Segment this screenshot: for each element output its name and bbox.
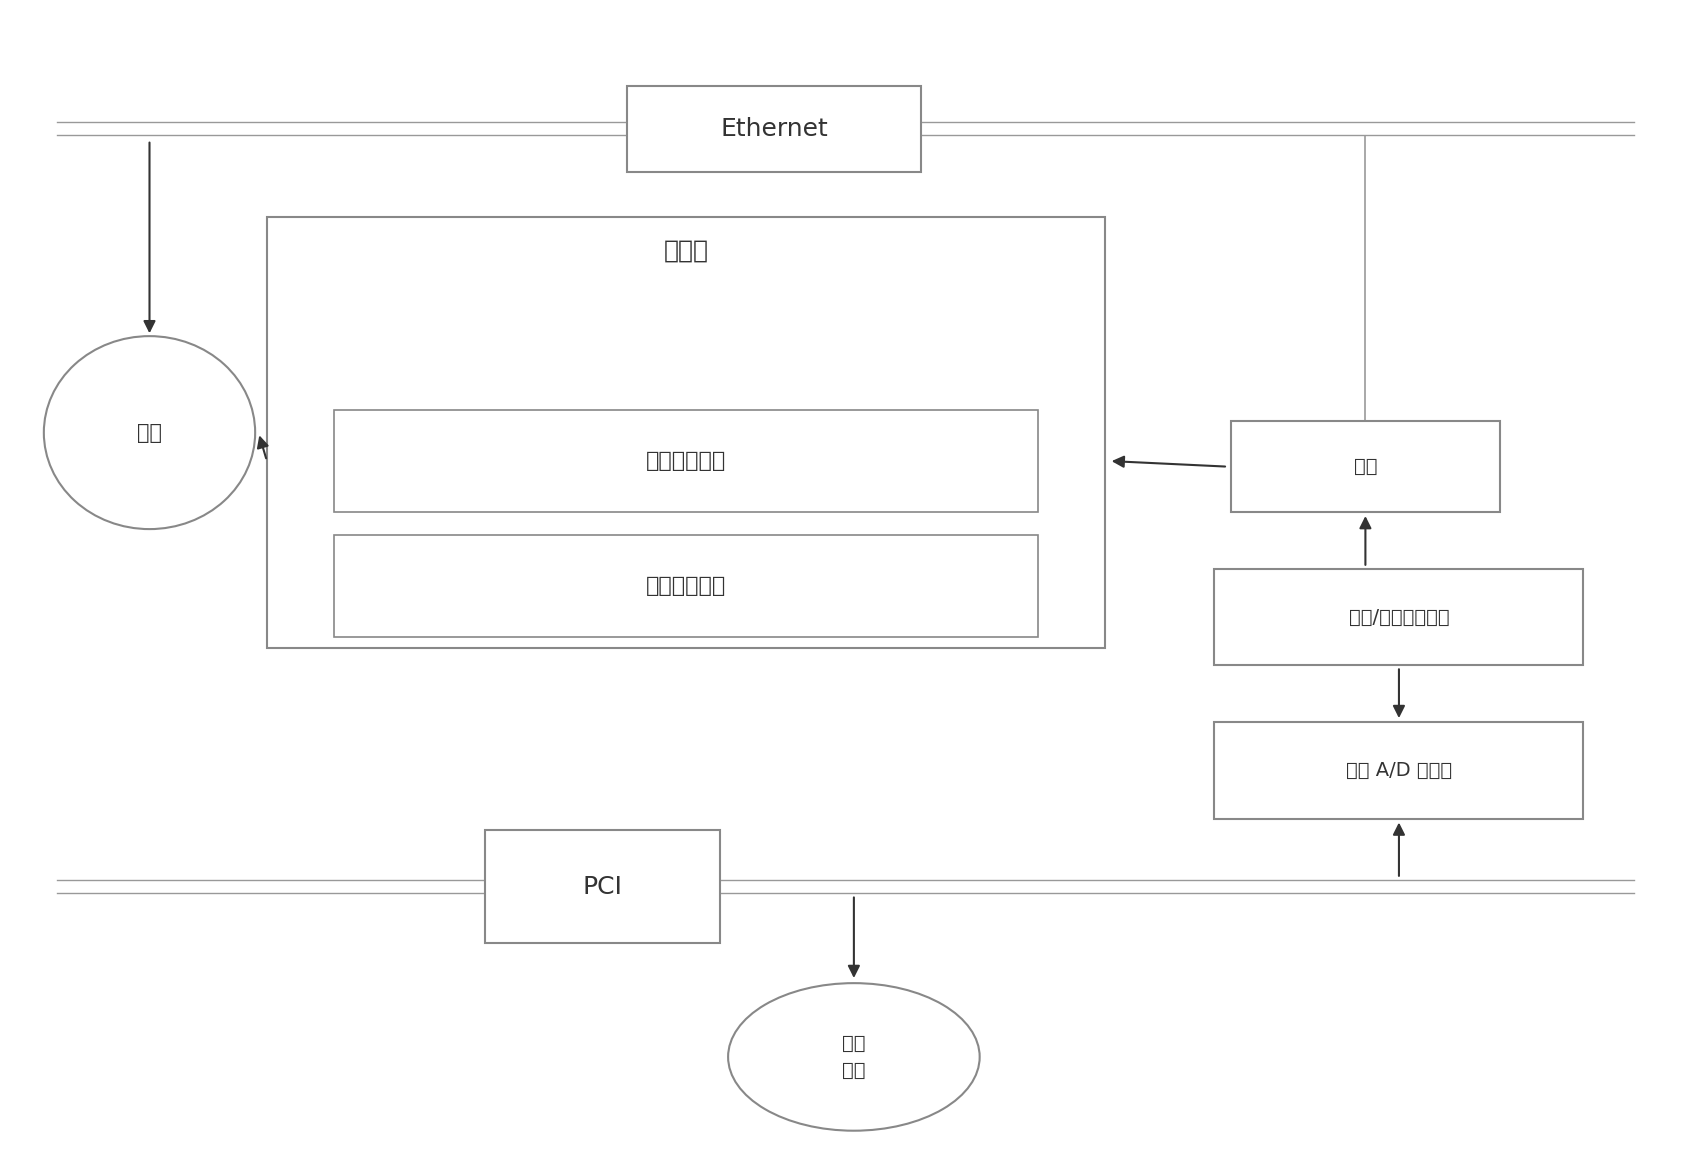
FancyBboxPatch shape bbox=[1231, 422, 1500, 512]
Ellipse shape bbox=[44, 337, 255, 529]
Text: 高速 A/D 采集卡: 高速 A/D 采集卡 bbox=[1346, 761, 1453, 780]
Text: PCI: PCI bbox=[582, 874, 622, 899]
FancyBboxPatch shape bbox=[335, 410, 1038, 512]
FancyBboxPatch shape bbox=[1214, 569, 1583, 665]
Text: 模拟/数字信号转换: 模拟/数字信号转换 bbox=[1349, 608, 1449, 626]
FancyBboxPatch shape bbox=[267, 217, 1106, 648]
Text: 脉冲
信号: 脉冲 信号 bbox=[842, 1034, 866, 1080]
Text: 硬盘: 硬盘 bbox=[137, 423, 162, 442]
FancyBboxPatch shape bbox=[485, 830, 720, 943]
Text: 湿度计算模块: 湿度计算模块 bbox=[646, 576, 727, 596]
Text: 缓存: 缓存 bbox=[1354, 457, 1376, 476]
Text: Ethernet: Ethernet bbox=[720, 117, 829, 141]
FancyBboxPatch shape bbox=[627, 86, 922, 171]
Text: 能谱计数模块: 能谱计数模块 bbox=[646, 452, 727, 471]
FancyBboxPatch shape bbox=[335, 534, 1038, 637]
FancyBboxPatch shape bbox=[1214, 722, 1583, 818]
Ellipse shape bbox=[729, 984, 979, 1131]
Text: 处理器: 处理器 bbox=[663, 239, 709, 263]
